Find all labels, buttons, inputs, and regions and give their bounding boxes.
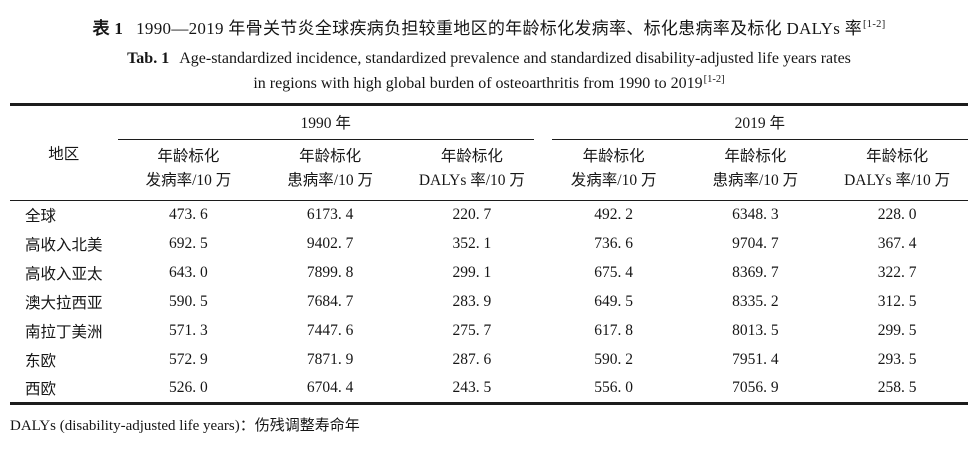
- cell-value: 7056. 9: [732, 379, 779, 397]
- header-line1: 年龄标化: [582, 148, 645, 165]
- cell-value: 9402. 7: [306, 235, 354, 252]
- cell-value: 736. 6: [594, 235, 633, 252]
- caption-en-text1: Age-standardized incidence, standardized…: [179, 50, 851, 67]
- column-header-incidence-2019: 年龄标化 发病率/10 万: [542, 140, 685, 201]
- cell-value: 7951. 4: [732, 351, 779, 368]
- year-group-2019: 2019 年: [543, 105, 968, 140]
- citation-superscript: [1-2]: [863, 19, 886, 31]
- cell-region: 全球: [25, 208, 57, 226]
- cell-value: 571. 3: [169, 322, 208, 339]
- cell-value: 9704. 7: [732, 235, 779, 252]
- cell-value: 590. 5: [169, 293, 208, 310]
- cell-value: 692. 5: [169, 235, 208, 252]
- header-line2: 发病率/10 万: [145, 172, 232, 189]
- column-header-dalys-1990: 年龄标化 DALYs 率/10 万: [401, 140, 543, 201]
- table-row-southern-latin-america: 南拉丁美洲 571. 3 7447. 6 275. 7 617. 8 8013.…: [10, 317, 968, 346]
- cell-value: 220. 7: [452, 206, 492, 224]
- header-line1: 年龄标化: [157, 148, 220, 165]
- cell-value: 322. 7: [877, 264, 917, 281]
- table-footnote: DALYs (disability-adjusted life years)：伤…: [10, 418, 360, 434]
- cell-value: 8335. 2: [732, 293, 779, 310]
- cell-value: 312. 5: [877, 293, 917, 310]
- statistics-table: 地区 1990 年 2019 年 年龄标化 发病率/10 万 年龄标化 患病率/…: [10, 103, 968, 405]
- column-header-region: 地区: [10, 104, 118, 201]
- cell-value: 299. 5: [877, 322, 917, 339]
- year-group-1990: 1990 年: [117, 105, 543, 140]
- table-row-western-europe: 西欧 526. 0 6704. 4 243. 5 556. 0 7056. 9 …: [10, 375, 968, 404]
- table-row-eastern-europe: 东欧 572. 9 7871. 9 287. 6 590. 2 7951. 4 …: [10, 346, 968, 375]
- cell-value: 643. 0: [169, 264, 208, 281]
- cell-value: 243. 5: [452, 379, 492, 397]
- header-line1: 年龄标化: [440, 148, 503, 165]
- cell-region: 南拉丁美洲: [25, 324, 103, 341]
- cell-value: 6348. 3: [732, 206, 779, 224]
- cell-value: 7899. 8: [306, 264, 354, 281]
- cell-value: 8369. 7: [732, 264, 779, 281]
- cell-value: 8013. 5: [732, 322, 779, 339]
- year-group-row: 地区 1990 年 2019 年: [10, 104, 968, 201]
- cell-value: 526. 0: [169, 379, 208, 397]
- cell-value: 293. 5: [877, 351, 917, 368]
- cell-region: 澳大拉西亚: [25, 295, 103, 312]
- year-group-2019-label: 2019 年: [551, 111, 968, 140]
- header-line2: 患病率/10 万: [712, 172, 799, 189]
- header-line1: 年龄标化: [866, 148, 929, 165]
- caption-zh: 表 1 1990—2019 年骨关节炎全球疾病负担较重地区的年龄标化发病率、标化患…: [0, 15, 978, 42]
- cell-value: 6704. 4: [306, 379, 354, 397]
- cell-value: 7871. 9: [306, 351, 354, 368]
- header-line2: 发病率/10 万: [570, 172, 657, 189]
- cell-value: 572. 9: [169, 351, 208, 368]
- cell-region: 西欧: [25, 381, 57, 399]
- citation-superscript: [1-2]: [703, 73, 725, 85]
- cell-value: 275. 7: [452, 322, 492, 339]
- cell-value: 352. 1: [452, 235, 492, 252]
- cell-region: 高收入亚太: [25, 266, 103, 283]
- table-row-global: 全球 473. 6 6173. 4 220. 7 492. 2 6348. 3 …: [10, 201, 968, 230]
- caption-zh-text: 1990—2019 年骨关节炎全球疾病负担较重地区的年龄标化发病率、标化患病率及…: [136, 19, 863, 38]
- header-line2: 患病率/10 万: [287, 172, 373, 189]
- column-header-prevalence-1990: 年龄标化 患病率/10 万: [259, 140, 402, 201]
- header-line2: DALYs 率/10 万: [844, 172, 951, 189]
- cell-value: 7447. 6: [306, 322, 354, 339]
- cell-value: 473. 6: [169, 206, 208, 224]
- cell-value: 617. 8: [594, 322, 633, 339]
- caption-en-label: Tab. 1: [127, 50, 170, 67]
- cell-value: 299. 1: [452, 264, 492, 281]
- cell-value: 590. 2: [594, 351, 633, 368]
- sub-header-row: 年龄标化 发病率/10 万 年龄标化 患病率/10 万 年龄标化 DALYs 率…: [10, 140, 968, 201]
- cell-value: 283. 9: [452, 293, 492, 310]
- cell-value: 228. 0: [877, 206, 917, 224]
- table-caption: 表 1 1990—2019 年骨关节炎全球疾病负担较重地区的年龄标化发病率、标化患…: [0, 0, 978, 96]
- cell-value: 556. 0: [594, 379, 633, 397]
- caption-zh-label: 表 1: [92, 19, 124, 38]
- table-row-high-income-asia-pacific: 高收入亚太 643. 0 7899. 8 299. 1 675. 4 8369.…: [10, 259, 968, 288]
- cell-value: 675. 4: [594, 264, 633, 281]
- header-line2: DALYs 率/10 万: [418, 172, 525, 189]
- cell-value: 258. 5: [877, 379, 917, 397]
- cell-value: 367. 4: [877, 235, 917, 252]
- column-header-dalys-2019: 年龄标化 DALYs 率/10 万: [826, 140, 968, 201]
- header-line1: 年龄标化: [724, 148, 787, 165]
- cell-value: 287. 6: [452, 351, 492, 368]
- header-line1: 年龄标化: [299, 148, 362, 165]
- cell-value: 649. 5: [594, 293, 633, 310]
- cell-region: 高收入北美: [25, 237, 103, 254]
- caption-en-text2: in regions with high global burden of os…: [253, 75, 703, 92]
- column-header-incidence-1990: 年龄标化 发病率/10 万: [117, 140, 260, 201]
- cell-region: 东欧: [25, 353, 57, 370]
- table-row-high-income-north-america: 高收入北美 692. 5 9402. 7 352. 1 736. 6 9704.…: [10, 230, 968, 259]
- table-row-australasia: 澳大拉西亚 590. 5 7684. 7 283. 9 649. 5 8335.…: [10, 288, 968, 317]
- cell-value: 6173. 4: [306, 206, 354, 224]
- year-group-1990-label: 1990 年: [117, 111, 534, 140]
- caption-en-line1: Tab. 1 Age-standardized incidence, standa…: [0, 46, 978, 71]
- cell-value: 7684. 7: [306, 293, 354, 310]
- column-header-prevalence-2019: 年龄标化 患病率/10 万: [684, 140, 827, 201]
- cell-value: 492. 2: [594, 206, 633, 224]
- caption-en-line2: in regions with high global burden of os…: [0, 71, 978, 96]
